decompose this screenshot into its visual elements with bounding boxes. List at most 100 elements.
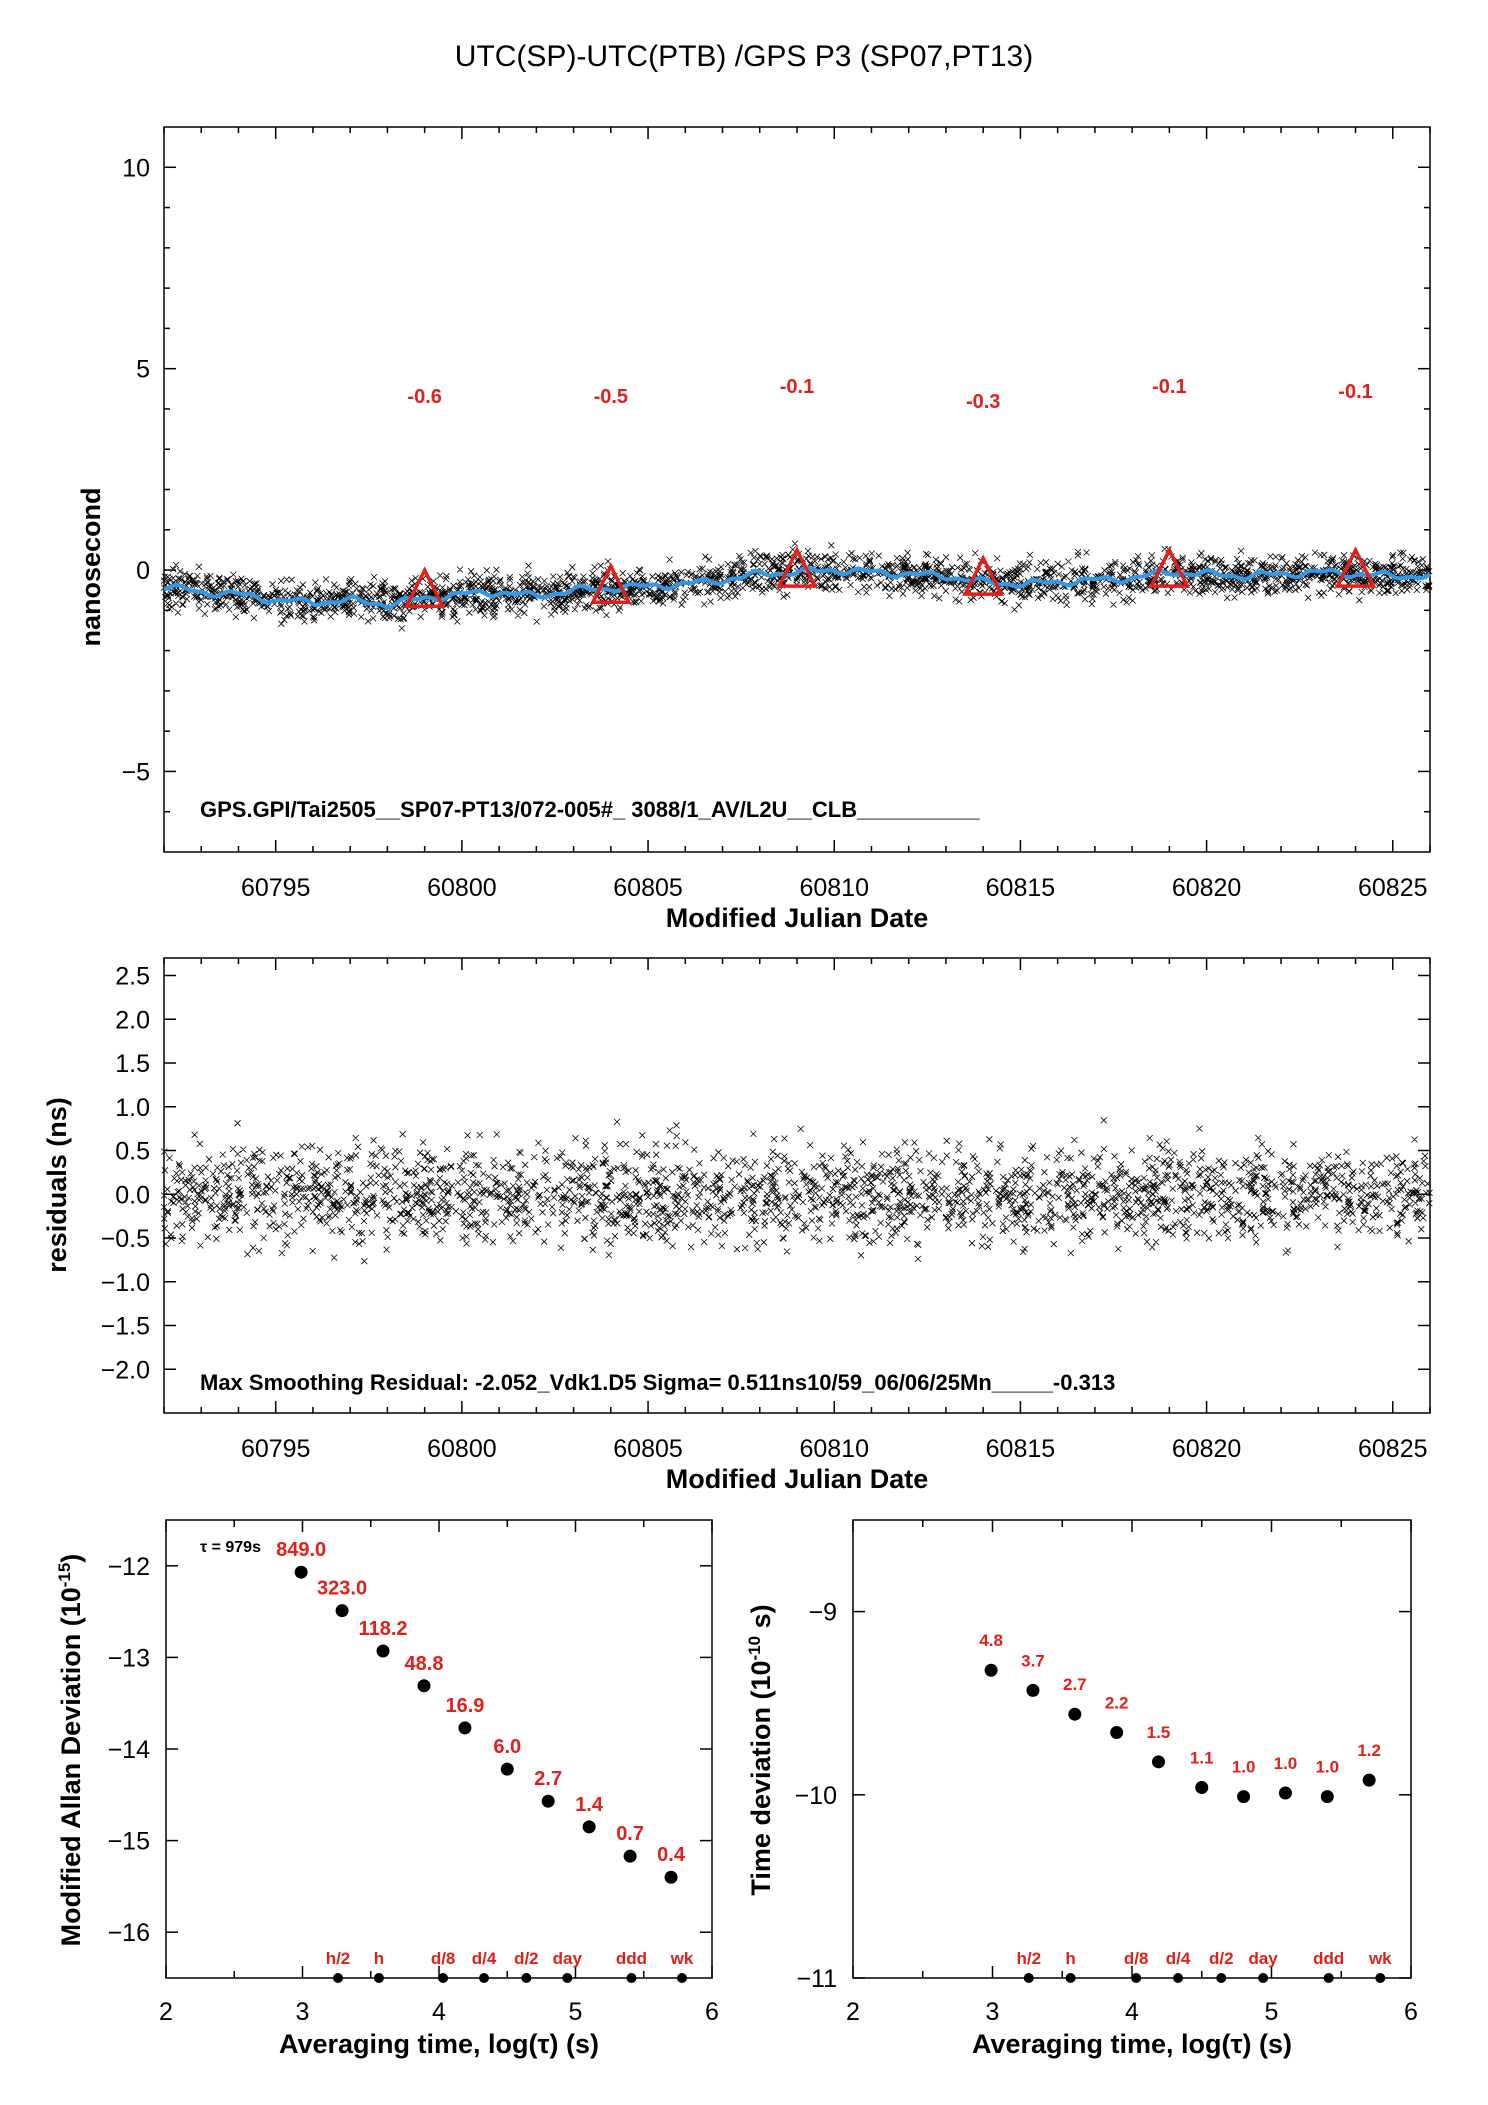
panel2-xtick-label: 60810	[799, 1435, 869, 1463]
panel4-ytick-label: −10	[795, 1782, 837, 1810]
panel1-xtick-label: 60825	[1358, 874, 1428, 902]
panel4-ytick-label: −9	[808, 1599, 837, 1627]
panel1-marker-label: -0.1	[1152, 376, 1186, 398]
panel1-ytick-label: 0	[136, 557, 150, 585]
panel4-point-label: 1.2	[1357, 1741, 1381, 1760]
panel1-triangle-marker	[403, 566, 446, 608]
panel1-xtick-label: 60810	[799, 874, 869, 902]
panel3-time-marker	[626, 1973, 637, 1983]
panel4-time-marker	[1131, 1973, 1142, 1983]
panel3-data-point	[294, 1565, 308, 1579]
panel3-time-marker-label: d/2	[514, 1949, 539, 1968]
panel4-time-marker-label: ddd	[1313, 1949, 1344, 1968]
panel4-time-marker-label: h	[1065, 1949, 1075, 1968]
panel3-ytick-label: −14	[108, 1736, 151, 1764]
panel4-time-marker	[1173, 1973, 1184, 1983]
panel1-marker-label: -0.3	[966, 391, 1000, 413]
panel4-xtick-label: 2	[846, 1998, 860, 2026]
panel3-time-marker-label: ddd	[616, 1949, 647, 1968]
panel3-time-marker-label: wk	[670, 1949, 694, 1968]
page-title: UTC(SP)-UTC(PTB) /GPS P3 (SP07,PT13)	[454, 40, 1034, 73]
panel4-time-marker	[1323, 1973, 1334, 1983]
panel4-data-point	[1026, 1683, 1040, 1697]
panel-time-deviation: −9 −10 −11 2 3 4 5 6 4.8 3.7 2.7 2.2 1.5 1.1 1.0 1.0 1.…	[745, 1519, 1418, 2059]
panel2-xtick-label: 60795	[241, 1435, 311, 1463]
panel1-marker-label: -0.6	[407, 386, 441, 408]
panel3-ytick-label: −13	[108, 1644, 150, 1672]
panel3-time-marker-label: day	[553, 1949, 583, 1968]
panel2-ticks: 2.5 2.0 1.5 1.0 0.5 0.0 −0.5 −1.0 −1.5 −2.0 60795 6…	[101, 958, 1431, 1463]
panel3-ylabel: Modified Allan Deviation (10-15)	[55, 1554, 86, 1947]
panel3-data-point	[376, 1644, 390, 1658]
panel3-data-point	[335, 1604, 349, 1618]
panel2-ytick-label: 0.5	[115, 1138, 150, 1166]
panel4-point-label: 1.0	[1274, 1754, 1298, 1773]
panel3-point-label: 0.4	[657, 1844, 686, 1866]
panel3-time-marker	[521, 1973, 532, 1983]
panel4-time-marker-label: d/8	[1124, 1949, 1149, 1968]
panel2-ytick-label: 2.5	[115, 963, 150, 991]
panel1-ytick-label: 10	[122, 154, 150, 182]
panel1-xtick-label: 60820	[1172, 874, 1242, 902]
panel4-point-label: 2.7	[1063, 1675, 1087, 1694]
panel4-point-label: 1.1	[1190, 1748, 1214, 1767]
panel3-point-label: 849.0	[276, 1539, 326, 1561]
panel1-xtick-label: 60815	[986, 874, 1056, 902]
panel3-ticks: −12 −13 −14 −15 −16 2 3 4 5 6	[108, 1520, 719, 2026]
panel3-points: 849.0 323.0 118.2 48.816.9 6.0 2.7 1.4 0.7 0.4 h/…	[276, 1539, 694, 1983]
panel3-data-point	[582, 1820, 596, 1834]
panel4-xtick-label: 5	[1265, 1998, 1279, 2026]
panel1-triangle-marker	[1334, 546, 1377, 588]
panel2-ytick-label: −1.5	[101, 1313, 150, 1341]
panel3-ytick-label: −16	[108, 1919, 150, 1947]
panel4-time-marker-label: d/4	[1166, 1949, 1191, 1968]
panel2-ylabel: residuals (ns)	[42, 1097, 72, 1273]
panel4-data-point	[1195, 1780, 1209, 1794]
panel1-frame	[163, 126, 1431, 853]
panel4-ticks: −9 −10 −11 2 3 4 5 6	[795, 1520, 1418, 2026]
panel-allan-deviation: −12 −13 −14 −15 −16 2 3 4 5 6 849.0 323.0 118.2 48.8…	[55, 1519, 719, 2059]
panel4-point-label: 3.7	[1021, 1651, 1045, 1670]
panel1-triangle-marker	[776, 546, 818, 588]
panel4-time-marker	[1023, 1973, 1034, 1983]
panel3-point-label: 1.4	[575, 1794, 604, 1816]
panel3-point-label: 48.8	[405, 1653, 444, 1675]
panel1-marker-label: -0.5	[594, 386, 628, 408]
panel3-ytick-label: −15	[108, 1828, 150, 1856]
panel4-time-marker	[1258, 1973, 1269, 1983]
panel2-scatter	[160, 1117, 1433, 1265]
panel4-point-label: 1.0	[1315, 1758, 1339, 1777]
panel4-time-marker-label: wk	[1368, 1949, 1392, 1968]
panel3-time-marker	[332, 1973, 343, 1983]
panel4-frame	[852, 1519, 1412, 1979]
panel4-point-label: 4.8	[979, 1631, 1003, 1650]
panel1-xlabel: Modified Julian Date	[666, 903, 929, 933]
panel2-ytick-label: 1.0	[115, 1094, 150, 1122]
panel1-annotation: GPS.GPI/Tai2505__SP07-PT13/072-005#_ 308…	[200, 797, 980, 822]
panel3-tau-label: τ = 979s	[200, 1539, 261, 1556]
panel3-point-label: 16.9	[445, 1695, 484, 1717]
panel4-data-point	[1237, 1790, 1251, 1804]
panel3-ytick-label: −12	[108, 1553, 150, 1581]
panel2-xtick-label: 60820	[1172, 1435, 1242, 1463]
panel4-time-marker	[1216, 1973, 1227, 1983]
panel4-ylabel: Time deviation (10-10 s)	[745, 1604, 776, 1895]
panel4-data-point	[1110, 1726, 1124, 1740]
panel4-ytick-label: −11	[796, 1965, 837, 1993]
panel3-point-label: 323.0	[317, 1578, 367, 1600]
panel1-triangle-marker	[1148, 546, 1191, 588]
panel3-point-label: 118.2	[359, 1618, 408, 1640]
panel2-xlabel: Modified Julian Date	[666, 1464, 929, 1494]
panel4-data-point	[1362, 1773, 1376, 1787]
panel3-xtick-label: 3	[296, 1998, 310, 2026]
panel3-frame	[165, 1519, 713, 1979]
panel2-data-points	[160, 1117, 1433, 1265]
panel1-ytick-label: 5	[136, 356, 150, 384]
panel3-data-point	[500, 1762, 514, 1776]
panel2-xtick-label: 60800	[427, 1435, 497, 1463]
panel4-time-marker	[1375, 1973, 1386, 1983]
panel1-smoothed-curve	[163, 565, 1432, 610]
panel1-marker-label: -0.1	[780, 376, 814, 398]
panel1-triangle-marker	[962, 554, 1005, 596]
panel4-data-point	[1320, 1790, 1334, 1804]
